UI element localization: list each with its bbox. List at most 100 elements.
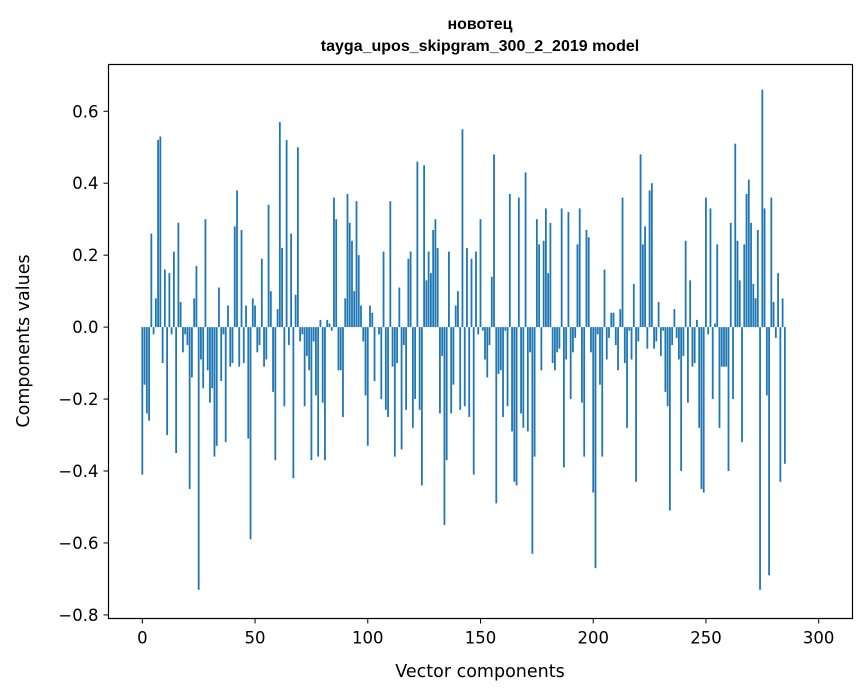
bar-180 — [547, 273, 550, 328]
bar-216 — [628, 327, 631, 331]
bar-30 — [209, 327, 211, 403]
bar-126 — [425, 280, 428, 328]
bar-278 — [768, 327, 770, 576]
bar-222 — [641, 244, 644, 328]
bar-45 — [242, 327, 245, 364]
bar-138 — [452, 327, 455, 385]
bar-169 — [522, 327, 525, 428]
bar-230 — [659, 327, 662, 356]
y-axis-label: Components values — [14, 254, 34, 427]
bar-227 — [653, 327, 655, 349]
bar-274 — [759, 327, 761, 590]
bar-149 — [477, 327, 480, 335]
bar-106 — [380, 327, 383, 400]
bar-12 — [168, 273, 171, 328]
bar-67 — [292, 327, 295, 479]
bar-228 — [655, 327, 658, 342]
bar-132 — [439, 327, 441, 414]
bar-224 — [646, 327, 649, 349]
bar-245 — [693, 327, 696, 364]
bar-47 — [247, 327, 250, 439]
bar-56 — [267, 204, 270, 328]
bar-136 — [448, 251, 450, 328]
bar-15 — [175, 327, 178, 454]
bar-10 — [163, 269, 166, 328]
bar-175 — [535, 219, 538, 328]
bar-87 — [337, 327, 340, 371]
bar-33 — [215, 327, 218, 446]
bar-129 — [432, 229, 435, 328]
bar-64 — [285, 140, 288, 328]
bar-120 — [411, 327, 414, 428]
bar-115 — [400, 327, 403, 450]
bar-226 — [650, 183, 653, 328]
y-tick-label: 0.4 — [72, 174, 98, 193]
bar-118 — [407, 258, 410, 328]
bar-85 — [333, 197, 335, 328]
bar-100 — [366, 327, 369, 446]
bar-262 — [732, 327, 734, 400]
bar-52 — [258, 327, 261, 346]
bar-200 — [592, 327, 595, 493]
bar-53 — [260, 258, 263, 328]
bar-253 — [711, 327, 714, 400]
bar-284 — [781, 298, 784, 328]
plot-frame — [107, 63, 854, 620]
bar-255 — [716, 244, 719, 328]
bar-29 — [206, 327, 209, 371]
bar-280 — [772, 301, 775, 328]
bar-39 — [229, 327, 232, 367]
bar-265 — [738, 280, 741, 328]
bar-146 — [470, 258, 473, 328]
bar-258 — [723, 327, 725, 367]
bar-4 — [150, 233, 153, 328]
bar-225 — [648, 190, 651, 328]
bar-214 — [623, 327, 626, 364]
bar-series — [141, 89, 786, 590]
bar-273 — [756, 229, 759, 328]
bar-59 — [274, 327, 277, 461]
bar-95 — [355, 201, 358, 328]
bar-266 — [741, 327, 743, 443]
bar-194 — [578, 208, 581, 328]
bar-102 — [371, 312, 374, 328]
bar-176 — [538, 244, 541, 328]
bar-37 — [224, 327, 227, 443]
bar-22 — [191, 327, 193, 378]
bar-202 — [596, 327, 599, 335]
bar-1 — [143, 327, 146, 385]
bar-70 — [299, 327, 302, 342]
bar-97 — [360, 305, 362, 328]
bar-86 — [335, 219, 338, 328]
bar-235 — [671, 327, 674, 346]
bar-195 — [581, 327, 583, 403]
x-tick-label: 250 — [690, 629, 722, 648]
bar-99 — [364, 327, 367, 396]
bar-167 — [517, 197, 520, 328]
bar-109 — [387, 327, 389, 418]
bar-26 — [200, 327, 202, 360]
bar-130 — [434, 219, 437, 328]
y-axis-ticks: −0.8 −0.6 −0.4 −0.2 0.0 0.2 0.4 0.6 — [58, 102, 109, 625]
bar-2 — [145, 327, 148, 414]
bar-229 — [657, 301, 660, 328]
bar-66 — [290, 233, 293, 328]
bar-148 — [475, 251, 477, 328]
bar-270 — [750, 222, 752, 328]
bar-162 — [506, 327, 509, 407]
bar-264 — [736, 240, 739, 328]
bar-105 — [378, 327, 380, 335]
bar-246 — [696, 319, 698, 328]
bar-81 — [324, 327, 326, 461]
bar-152 — [484, 327, 486, 360]
bar-18 — [182, 327, 184, 353]
bar-98 — [362, 327, 365, 342]
bar-35 — [220, 327, 223, 382]
bar-237 — [675, 327, 678, 338]
y-tick-label: −0.8 — [58, 606, 98, 625]
bar-94 — [353, 291, 356, 328]
chart-subtitle: tayga_upos_skipgram_300_2_2019 model — [321, 38, 639, 55]
bar-65 — [287, 327, 290, 346]
bar-248 — [700, 327, 703, 489]
bar-119 — [409, 251, 412, 328]
